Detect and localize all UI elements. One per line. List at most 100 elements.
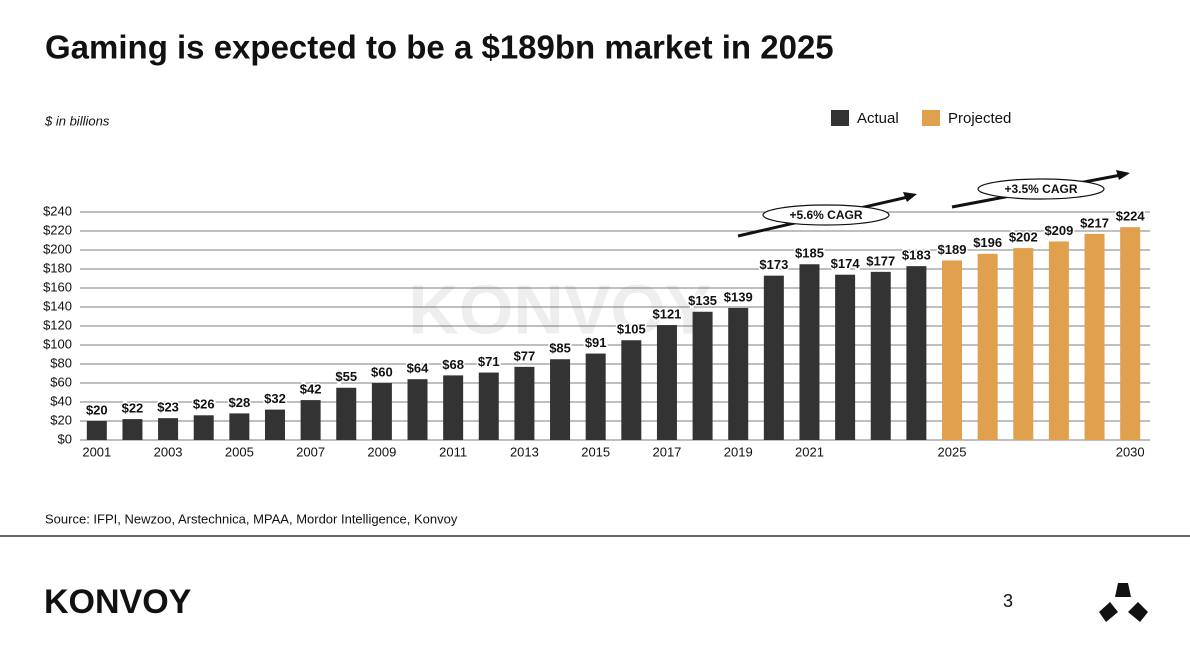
value-label: $189 [938,242,967,257]
value-label: $209 [1044,223,1073,238]
x-tick-label: 2003 [154,444,183,459]
x-tick-label: 2030 [1116,444,1145,459]
brand: KONVOY [44,583,192,621]
cagr-annotation: +5.6% CAGR [737,192,917,238]
value-label: $22 [122,401,144,416]
legend-label: Actual [857,110,899,127]
y-tick-label: $60 [50,374,72,389]
bar [799,264,820,440]
bar [728,307,749,440]
value-label: $217 [1080,215,1109,230]
x-tick-label: 2009 [367,444,396,459]
bar [621,340,642,440]
chart-title: Gaming is expected to be a $189bn market… [45,29,834,66]
value-label: $183 [902,248,931,263]
annotation-bubble [977,178,1105,200]
value-label: $224 [1116,209,1146,224]
source: Source: IFPI, Newzoo, Arstechnica, MPAA,… [45,511,458,526]
legend: Actual Projected [831,110,1011,127]
value-label: $121 [652,306,681,321]
y-tick-label: $0 [58,431,72,446]
x-tick-label: 2013 [510,444,539,459]
y-tick-label: $100 [43,336,72,351]
value-label: $105 [617,322,646,337]
bar [193,415,214,440]
legend-swatch [831,110,849,126]
value-label: $91 [585,335,607,350]
value-label: $60 [371,364,393,379]
bar [264,409,285,440]
annotation-bubble [762,204,890,226]
x-tick-label: 2019 [724,444,753,459]
x-tick-label: 2015 [581,444,610,459]
bar [407,379,428,440]
bar [158,418,179,440]
bar [514,366,535,440]
y-tick-label: $240 [43,203,72,218]
bar [656,325,677,440]
bar [300,400,321,440]
value-label: $23 [157,400,179,415]
value-label: $85 [549,341,571,356]
value-label: $196 [973,235,1002,250]
legend-swatch [922,110,940,126]
cagr-annotation: +3.5% CAGR [951,170,1130,209]
bar [977,253,998,440]
bar [1048,241,1069,440]
legend-label: Projected [948,110,1011,127]
bar [585,353,606,440]
bar [1013,248,1034,440]
x-tick-label: 2001 [82,444,111,459]
y-tick-label: $220 [43,222,72,237]
bar [1120,227,1141,440]
y-tick-label: $120 [43,317,72,332]
arrow-head [903,192,917,202]
bar [870,271,891,440]
bar [550,359,571,440]
x-tick-label: 2011 [439,444,467,459]
y-tick-label: $80 [50,355,72,370]
value-label: $177 [866,253,895,268]
bar [763,275,784,440]
y-tick-label: $200 [43,241,72,256]
bar [371,383,392,440]
y-tick-label: $160 [43,279,72,294]
bar [906,266,927,440]
subtitle: $ in billions [44,113,110,128]
value-label: $42 [300,382,322,397]
y-tick-label: $180 [43,260,72,275]
x-tick-label: 2017 [652,444,681,459]
bar [86,421,107,440]
value-label: $20 [86,402,108,417]
page-number: 3 [1003,591,1013,611]
value-label: $202 [1009,230,1038,245]
bar [229,413,250,440]
y-tick-label: $40 [50,393,72,408]
value-label: $71 [478,354,500,369]
y-tick-label: $20 [50,412,72,427]
plot: $0 $20 $40 $60 $80 $100 $120 $140 $160 $180 $200 $2… [43,203,1150,459]
bar [122,419,143,440]
y-tick-label: $140 [43,298,72,313]
annotation: +5.6% CAGR [789,208,862,222]
value-label: $64 [407,361,429,376]
arrow-head [1116,170,1130,180]
value-label: $139 [724,289,753,304]
value-label: $32 [264,391,286,406]
value-label: $26 [193,397,215,412]
brand-icon [1099,583,1148,622]
bar [692,311,713,440]
x-tick-label: 2005 [225,444,254,459]
bar [942,260,963,440]
bar [443,375,464,440]
x-tick-label: 2021 [795,444,824,459]
bar [478,372,499,440]
annotation: +3.5% CAGR [1004,182,1077,196]
value-label: $135 [688,293,717,308]
value-label: $77 [514,348,536,363]
x-tick-label: 2007 [296,444,325,459]
bar [835,274,856,440]
value-label: $68 [442,357,464,372]
value-label: $174 [831,256,861,271]
